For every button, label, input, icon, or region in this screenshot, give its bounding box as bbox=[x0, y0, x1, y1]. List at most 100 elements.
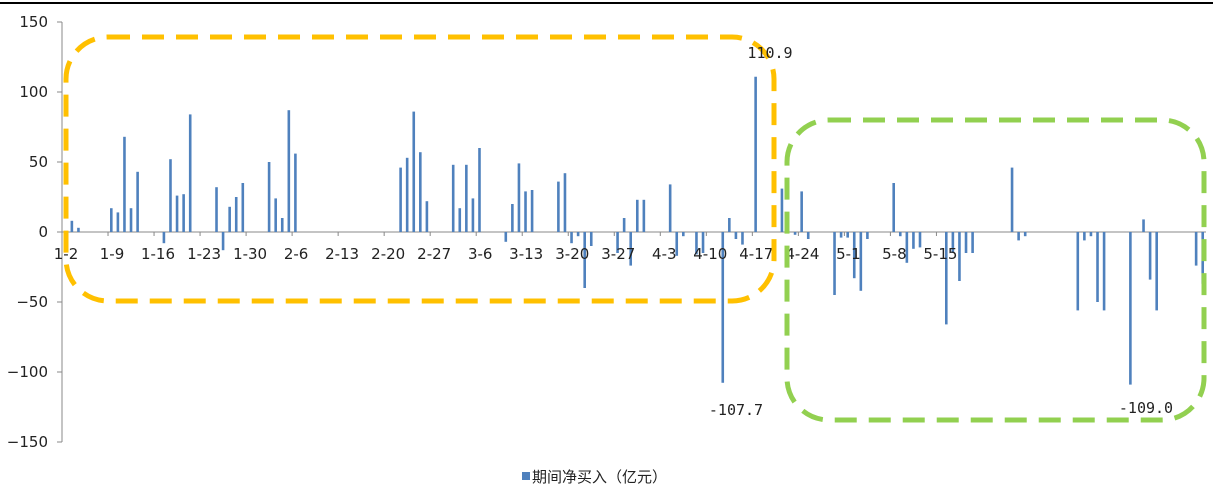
x-tick-label: 1-30 bbox=[233, 245, 267, 263]
bar bbox=[557, 181, 560, 232]
y-tick-label: 100 bbox=[19, 83, 48, 101]
bar bbox=[274, 198, 277, 232]
bar bbox=[1089, 232, 1093, 237]
bar bbox=[800, 191, 803, 232]
bar bbox=[866, 232, 869, 239]
green-highlight-box bbox=[784, 117, 1207, 423]
bar bbox=[754, 76, 757, 233]
x-tick-label: 2-13 bbox=[325, 245, 359, 263]
y-tick-label: 0 bbox=[38, 223, 48, 241]
bar bbox=[136, 171, 139, 232]
bar bbox=[530, 190, 534, 232]
bar bbox=[668, 184, 672, 232]
max-value-label: 110.9 bbox=[747, 44, 792, 62]
bar bbox=[228, 206, 231, 232]
bar bbox=[793, 232, 797, 235]
bar bbox=[846, 232, 849, 238]
bar bbox=[215, 187, 218, 232]
bar bbox=[695, 232, 698, 255]
yellow-highlight-box bbox=[63, 34, 777, 304]
bar bbox=[221, 232, 225, 251]
bar bbox=[964, 232, 968, 253]
bar bbox=[918, 232, 922, 248]
bar bbox=[945, 232, 948, 325]
x-tick-label: 5-15 bbox=[923, 245, 957, 263]
bar bbox=[504, 232, 508, 242]
bar bbox=[267, 162, 271, 232]
bar bbox=[583, 232, 586, 288]
bar bbox=[524, 191, 527, 232]
bar bbox=[570, 232, 573, 244]
bar bbox=[833, 232, 836, 295]
bar bbox=[721, 232, 725, 383]
annotations-group: 110.9 -107.7 -109.0 bbox=[709, 44, 1173, 419]
x-tick-label: 4-24 bbox=[785, 245, 819, 263]
bar bbox=[576, 232, 580, 237]
bar bbox=[642, 199, 646, 232]
bar bbox=[77, 227, 80, 232]
x-tick-label: 4-10 bbox=[693, 245, 727, 263]
bar bbox=[234, 197, 238, 232]
bar bbox=[1155, 232, 1158, 311]
bar bbox=[622, 218, 626, 232]
bar bbox=[852, 232, 856, 279]
bar bbox=[905, 232, 909, 263]
bar bbox=[589, 232, 593, 246]
bar bbox=[1129, 232, 1132, 385]
bar bbox=[123, 136, 126, 232]
bar bbox=[1010, 167, 1014, 232]
bar bbox=[635, 199, 639, 232]
bar bbox=[162, 232, 166, 244]
bar bbox=[70, 220, 74, 232]
bar bbox=[839, 232, 843, 238]
bar bbox=[517, 163, 521, 232]
y-tick-label: 150 bbox=[19, 13, 48, 31]
x-tick-label: 3-6 bbox=[468, 245, 493, 263]
bar bbox=[1102, 232, 1106, 311]
y-tick-label: −100 bbox=[7, 363, 48, 381]
bar bbox=[182, 194, 185, 232]
bar bbox=[465, 164, 468, 232]
bar bbox=[294, 153, 297, 232]
bar bbox=[471, 198, 475, 232]
bar bbox=[1076, 232, 1080, 311]
y-tick-label: −150 bbox=[7, 433, 48, 451]
x-tick-label: 1-16 bbox=[141, 245, 175, 263]
bar bbox=[1096, 232, 1099, 302]
bar bbox=[478, 148, 481, 232]
bar bbox=[280, 218, 284, 232]
highlight-boxes-group bbox=[63, 34, 1207, 423]
legend-label: 期间净买入（亿元） bbox=[532, 468, 667, 486]
bar bbox=[287, 110, 291, 232]
bar bbox=[806, 232, 810, 239]
bar bbox=[1017, 232, 1020, 241]
y-tick-label: −50 bbox=[16, 293, 48, 311]
bar bbox=[728, 218, 731, 232]
bar bbox=[1023, 232, 1027, 237]
min-value-label-1: -107.7 bbox=[709, 401, 763, 419]
x-tick-label: 3-20 bbox=[555, 245, 589, 263]
bar bbox=[912, 232, 915, 249]
x-tick-label: 2-27 bbox=[417, 245, 451, 263]
y-tick-label: 50 bbox=[29, 153, 48, 171]
bar bbox=[892, 183, 895, 232]
bar bbox=[116, 212, 120, 232]
bar bbox=[780, 188, 784, 232]
labels-group: 150 100 50 0 −50 −100 −150 1-2 1-9 1-16 1-23 1-30 2-… bbox=[7, 13, 958, 451]
legend-swatch bbox=[522, 472, 530, 480]
bar bbox=[169, 159, 172, 232]
bar bbox=[741, 232, 744, 245]
bar bbox=[241, 183, 245, 232]
bar bbox=[898, 232, 902, 237]
x-tick-label: 5-1 bbox=[836, 245, 861, 263]
x-tick-label: 2-20 bbox=[371, 245, 405, 263]
legend-group: 期间净买入（亿元） bbox=[522, 468, 667, 486]
x-tick-label: 2-6 bbox=[284, 245, 309, 263]
bar bbox=[859, 232, 863, 291]
bar bbox=[110, 208, 113, 232]
bar bbox=[425, 201, 429, 232]
bar bbox=[175, 195, 179, 232]
bar bbox=[129, 208, 133, 232]
bar bbox=[1142, 219, 1145, 232]
